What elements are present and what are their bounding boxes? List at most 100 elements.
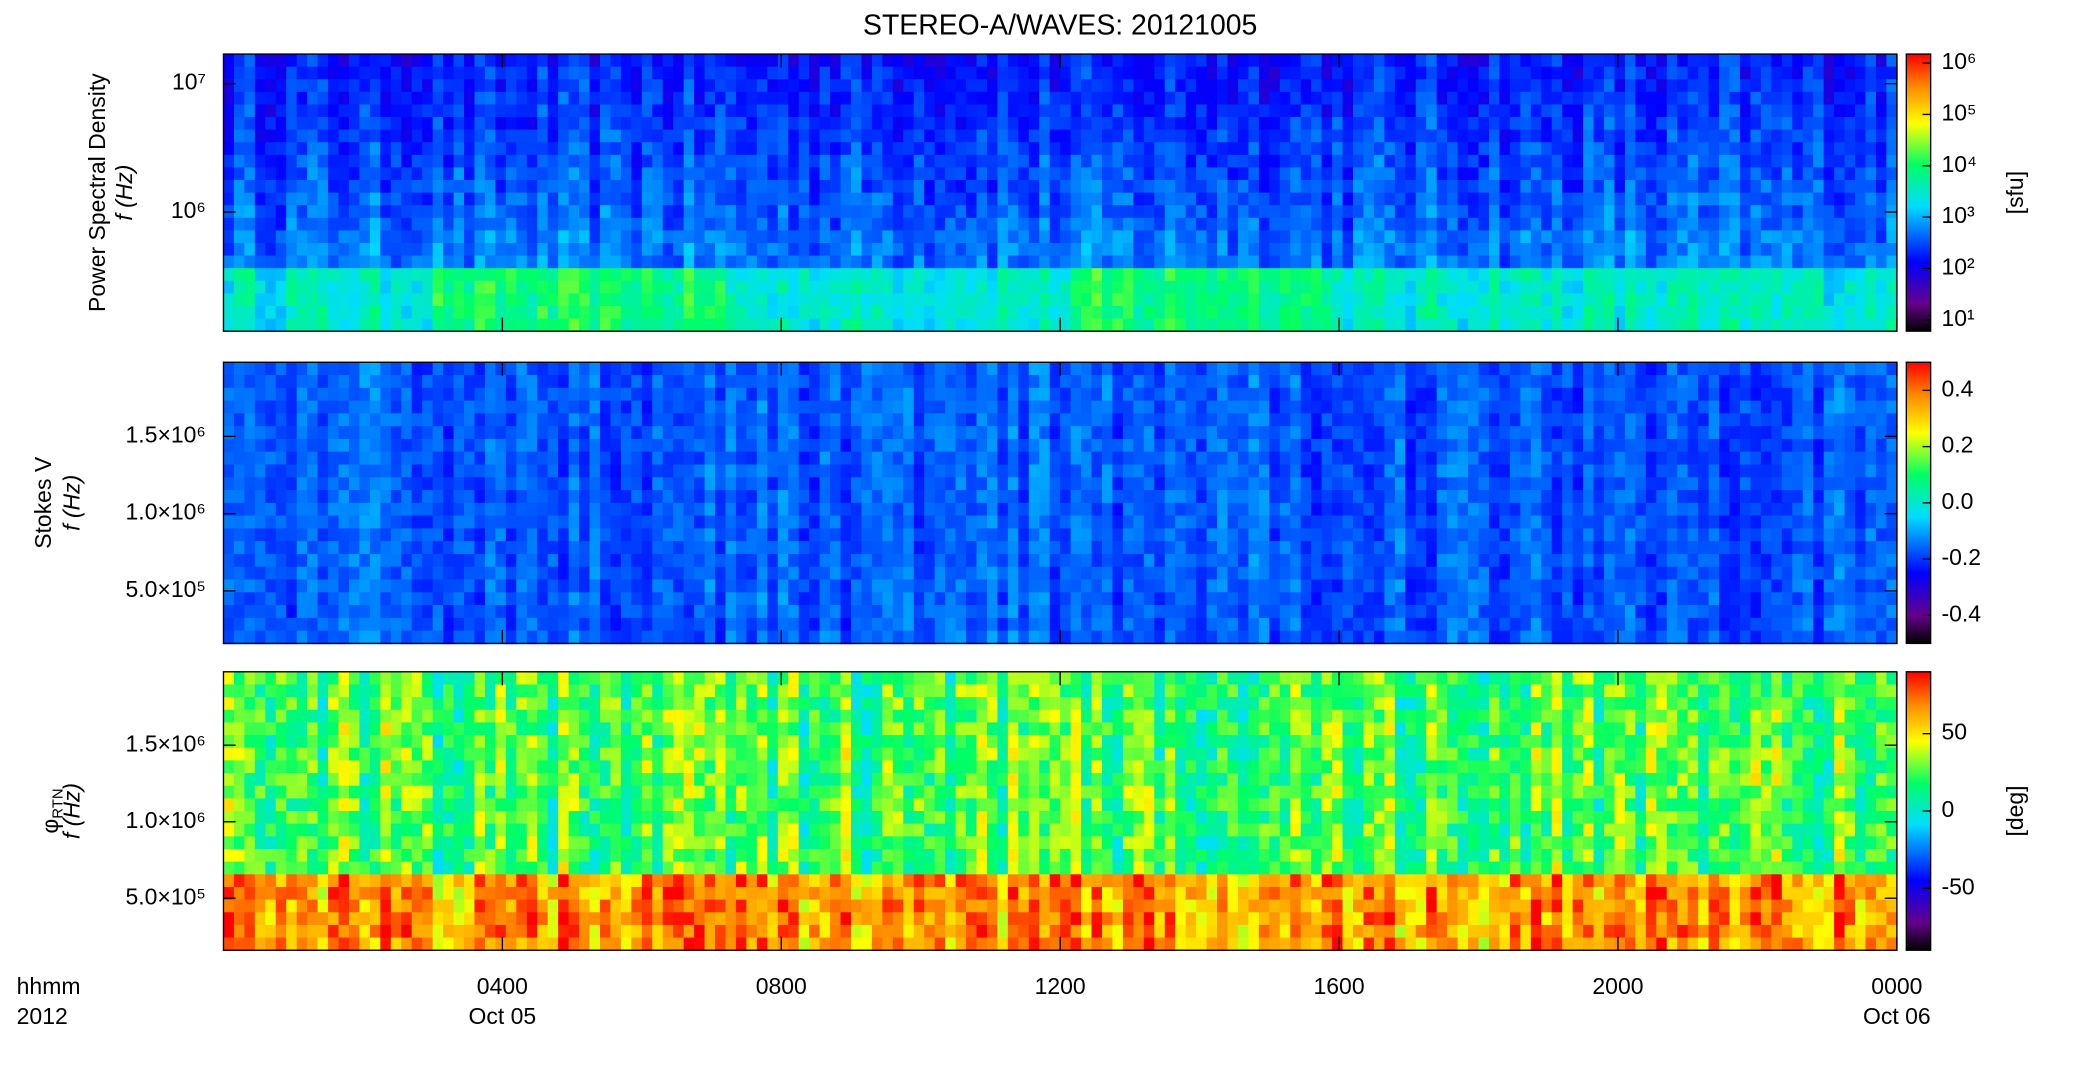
spectrogram-texture [453, 142, 465, 156]
spectrogram-texture [443, 387, 455, 402]
spectrogram-texture [715, 515, 727, 530]
spectrogram-texture [1488, 104, 1501, 118]
spectrogram-texture [484, 242, 497, 257]
spectrogram-texture [464, 217, 476, 232]
spectrogram-texture [369, 605, 382, 619]
spectrogram-texture [275, 502, 288, 517]
spectrogram-texture [809, 579, 821, 594]
spectrogram-texture [254, 579, 267, 594]
spectrogram-texture [286, 541, 298, 555]
spectrogram-texture [1007, 154, 1020, 169]
spectrogram-texture [1604, 54, 1616, 68]
spectrogram-texture [359, 255, 371, 269]
spectrogram-texture [401, 129, 413, 144]
spectrogram-texture [1562, 117, 1574, 131]
spectrogram-texture [422, 293, 434, 307]
spectrogram-texture [610, 502, 622, 517]
spectrogram-texture [1865, 142, 1877, 156]
spectrogram-texture [986, 242, 999, 257]
spectrogram-texture [819, 502, 831, 517]
spectrogram-texture [673, 451, 685, 466]
spectrogram-texture [474, 566, 486, 581]
spectrogram-texture [840, 192, 852, 207]
spectrogram-texture [443, 91, 455, 106]
spectrogram-texture [422, 464, 434, 479]
spectrogram-texture [882, 117, 894, 131]
spectrogram-texture [1583, 54, 1595, 68]
spectrogram-texture [1729, 104, 1741, 118]
spectrogram-texture [328, 541, 340, 555]
spectrogram-texture [432, 375, 444, 389]
spectrogram-texture [1415, 66, 1428, 81]
spectrogram-texture [1185, 66, 1197, 81]
spectrogram-texture [505, 242, 518, 257]
spectrogram-texture [746, 154, 758, 169]
spectrogram-texture [307, 192, 319, 207]
spectrogram-texture [756, 167, 769, 181]
spectrogram-texture [275, 528, 288, 542]
colorbar-tick-label: 10¹ [1941, 305, 1975, 331]
spectrogram-texture [1290, 142, 1302, 156]
spectrogram-texture [244, 515, 256, 530]
spectrogram-texture [1541, 180, 1553, 194]
spectrogram-texture [432, 280, 444, 295]
spectrogram-texture [1488, 91, 1501, 106]
spectrogram-texture [558, 205, 570, 219]
spectrogram-texture [1060, 255, 1072, 269]
spectrogram-texture [1353, 167, 1365, 181]
spectrogram-texture [756, 528, 769, 542]
spectrogram-texture [777, 617, 790, 632]
spectrogram-texture [317, 66, 329, 81]
spectrogram-texture [620, 180, 633, 194]
spectrogram-texture [1342, 66, 1354, 81]
spectrogram-texture [1886, 129, 1898, 144]
spectrogram-texture [1708, 167, 1720, 181]
spectrogram-texture [1394, 205, 1407, 219]
spectrogram-texture [547, 426, 559, 440]
spectrogram-texture [568, 477, 580, 491]
spectrogram-texture [453, 362, 465, 376]
spectrogram-texture [746, 318, 758, 332]
spectrogram-texture [286, 438, 298, 453]
spectrogram-texture [1279, 280, 1292, 295]
spectrogram-texture [296, 413, 308, 427]
spectrogram-texture [704, 438, 716, 453]
spectrogram-texture [1760, 54, 1773, 68]
spectrogram-texture [694, 54, 706, 68]
spectrogram-texture [850, 91, 863, 106]
spectrogram-texture [1624, 66, 1637, 81]
spectrogram-texture [1520, 91, 1532, 106]
spectrogram-texture [694, 630, 706, 645]
spectrogram-texture [233, 502, 246, 517]
spectrogram-texture [484, 362, 497, 376]
spectrogram-texture [1353, 66, 1365, 81]
spectrogram-texture [1311, 117, 1323, 131]
spectrogram-texture [641, 318, 654, 332]
spectrogram-texture [1645, 66, 1658, 81]
spectrogram-texture [401, 541, 413, 555]
spectrogram-texture [777, 305, 790, 320]
spectrogram-texture [631, 477, 643, 491]
spectrogram-texture [1520, 268, 1532, 282]
spectrogram-texture [537, 242, 549, 257]
spectrogram-texture [1520, 230, 1532, 244]
spectrogram-texture [1635, 217, 1647, 232]
spectrogram-texture [275, 375, 288, 389]
spectrogram-texture [641, 592, 654, 606]
spectrogram-texture [1081, 255, 1093, 269]
spectrogram-texture [275, 541, 288, 555]
spectrogram-texture [369, 117, 382, 131]
spectrogram-texture [777, 566, 790, 581]
spectrogram-texture [401, 502, 413, 517]
spectrogram-texture [1206, 230, 1218, 244]
spectrogram-texture [1164, 117, 1177, 131]
spectrogram-texture [1875, 280, 1888, 295]
spectrogram-texture [715, 305, 727, 320]
spectrogram-texture [1133, 154, 1145, 169]
spectrogram-texture [735, 104, 748, 118]
spectrogram-texture [432, 438, 444, 453]
spectrogram-texture [348, 91, 361, 106]
spectrogram-texture [850, 192, 863, 207]
spectrogram-texture [756, 242, 769, 257]
spectrogram-texture [568, 154, 580, 169]
